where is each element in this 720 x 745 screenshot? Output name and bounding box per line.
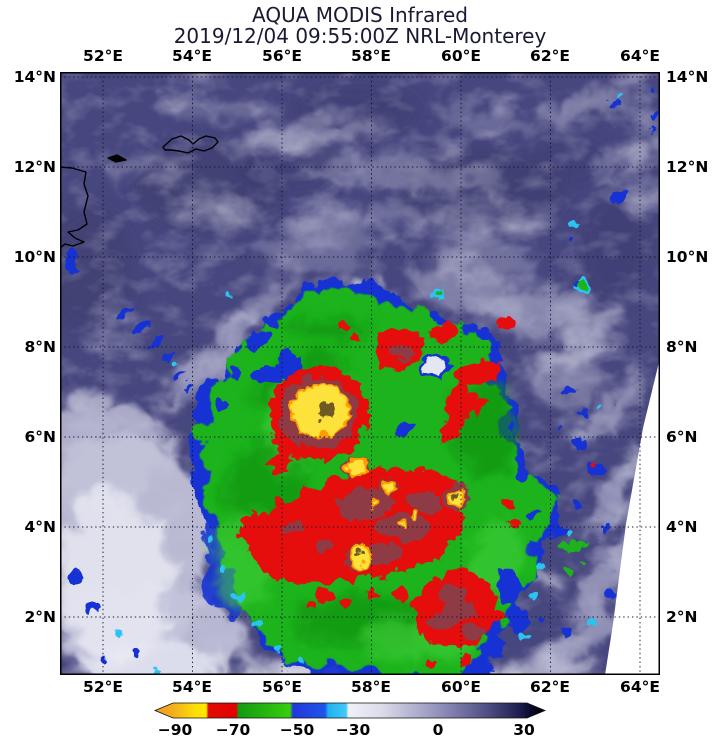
grid-lines: [60, 72, 660, 675]
red-speck: [590, 462, 596, 468]
lon-label-top: 52°E: [83, 47, 123, 65]
lat-label-left: 12°N: [13, 158, 56, 176]
figure-subtitle: 2019/12/04 09:55:00Z NRL-Monterey: [173, 24, 547, 48]
lat-label-left: 2°N: [24, 608, 56, 626]
green-specks: [430, 276, 586, 573]
lon-label-bottom: 52°E: [83, 678, 123, 696]
map-border: [60, 72, 660, 675]
lat-label-right: 4°N: [666, 518, 698, 536]
lat-label-right: 2°N: [666, 608, 698, 626]
lon-label-top: 60°E: [441, 47, 481, 65]
colorbar-tick: 30: [513, 721, 535, 739]
lon-label-top: 62°E: [530, 47, 570, 65]
green-shading-bright: [210, 377, 515, 652]
storm-blue-cells: [212, 279, 535, 675]
lat-label-right: 14°N: [666, 68, 709, 86]
lat-label-right: 6°N: [666, 428, 698, 446]
lat-label-left: 14°N: [13, 68, 56, 86]
satellite-map: [60, 72, 660, 675]
colorbar-tick: −30: [335, 721, 371, 739]
colorbar-tick: −90: [157, 721, 193, 739]
yellow-inner-spots: [313, 398, 457, 553]
lat-label-right: 8°N: [666, 338, 698, 356]
lon-label-bottom: 60°E: [441, 678, 481, 696]
lat-label-left: 10°N: [13, 248, 56, 266]
lon-label-top: 64°E: [620, 47, 660, 65]
lat-label-left: 4°N: [24, 518, 56, 536]
lon-label-bottom: 56°E: [262, 678, 302, 696]
warm-gap: [416, 350, 448, 374]
coastlines: [60, 135, 219, 249]
lon-label-top: 58°E: [351, 47, 391, 65]
lon-label-bottom: 64°E: [620, 678, 660, 696]
lon-label-top: 54°E: [172, 47, 212, 65]
colorbar-tick: −50: [279, 721, 315, 739]
cyan-cells: [110, 91, 619, 671]
lon-label-top: 56°E: [262, 47, 302, 65]
lon-label-bottom: 58°E: [351, 678, 391, 696]
storm-system: [185, 270, 561, 675]
lon-label-bottom: 62°E: [530, 678, 570, 696]
lat-label-left: 6°N: [24, 428, 56, 446]
lat-label-right: 10°N: [666, 248, 709, 266]
lat-label-right: 12°N: [666, 158, 709, 176]
coastline-small-island: [107, 154, 127, 163]
figure-title: AQUA MODIS Infrared: [252, 3, 468, 27]
lon-label-bottom: 54°E: [172, 678, 212, 696]
outer-cells: [61, 83, 656, 671]
coastline-somalia: [60, 166, 89, 249]
colorbar-tick: −70: [215, 721, 251, 739]
colorbar-bar: [153, 702, 547, 719]
coastline-socotra-island: [162, 135, 219, 154]
lat-label-left: 8°N: [24, 338, 56, 356]
colorbar-tick: 0: [432, 721, 444, 739]
temperature-colorbar: [153, 702, 547, 719]
